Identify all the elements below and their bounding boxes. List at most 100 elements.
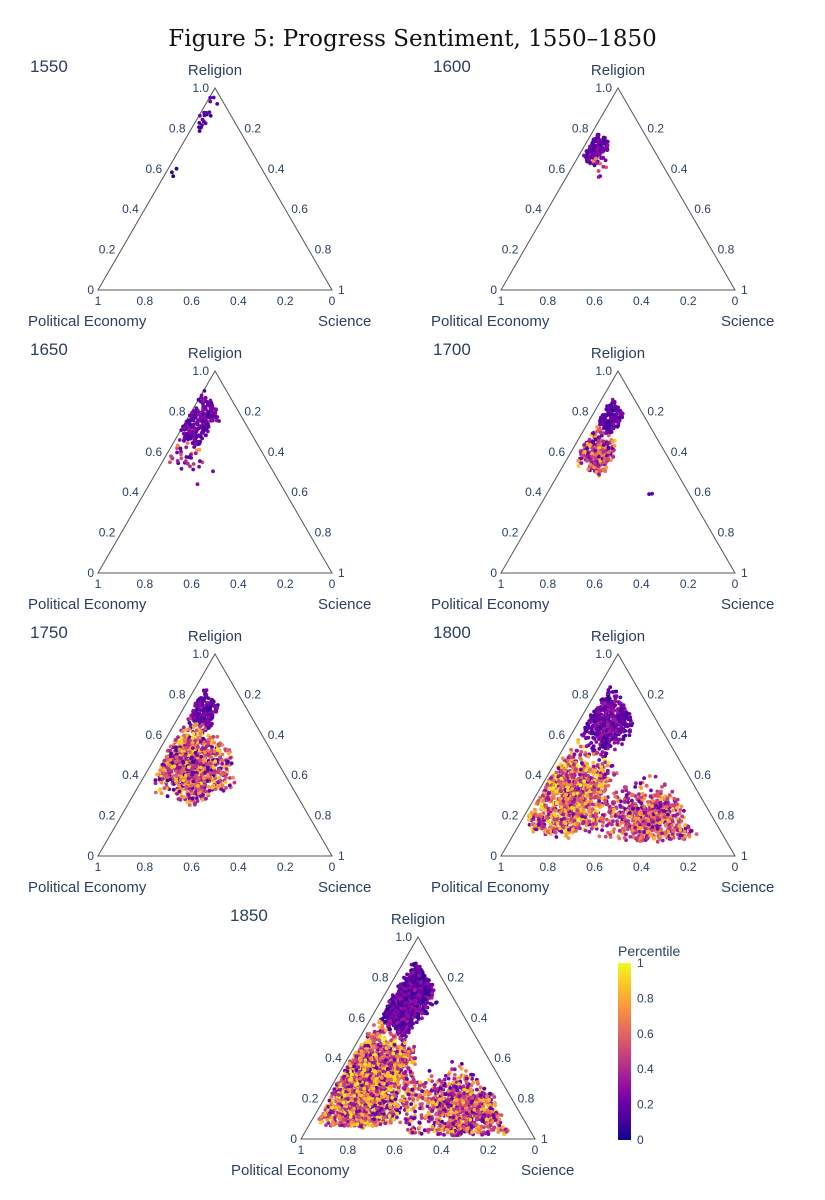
- data-point: [158, 787, 163, 791]
- data-point: [189, 723, 193, 727]
- data-point: [192, 414, 197, 419]
- data-point: [199, 765, 203, 770]
- data-point: [675, 797, 680, 802]
- tick-political-economy: 0: [732, 294, 739, 308]
- data-point: [551, 793, 556, 798]
- data-point: [586, 467, 591, 472]
- data-point: [605, 143, 610, 148]
- data-point: [583, 752, 587, 757]
- data-point: [418, 981, 423, 985]
- data-point: [580, 803, 585, 807]
- data-point: [576, 738, 581, 742]
- data-point: [191, 731, 196, 736]
- data-point: [212, 771, 217, 775]
- data-point: [606, 445, 611, 450]
- data-point: [671, 813, 676, 818]
- tick-religion: 1.0: [595, 364, 612, 378]
- tick-religion: 0.4: [122, 202, 139, 216]
- data-point: [596, 787, 601, 792]
- tick-science: 0.8: [315, 526, 332, 540]
- data-point: [561, 825, 566, 830]
- data-point: [424, 1004, 428, 1009]
- data-point: [185, 800, 190, 804]
- axis-title-science: Science: [318, 596, 371, 613]
- data-point: [153, 790, 158, 795]
- tick-religion: 0.4: [525, 768, 542, 782]
- data-point: [204, 789, 208, 794]
- data-point: [185, 461, 190, 466]
- data-point: [563, 763, 567, 768]
- ternary-frame: [97, 653, 333, 857]
- data-point: [628, 718, 633, 723]
- data-point: [205, 403, 210, 407]
- data-point: [165, 778, 170, 783]
- data-point: [189, 434, 194, 439]
- data-point: [197, 701, 202, 705]
- data-point: [208, 113, 213, 118]
- tick-science: 1: [541, 1132, 548, 1146]
- data-point: [206, 753, 211, 757]
- data-point: [213, 411, 218, 416]
- data-point: [606, 457, 610, 461]
- data-point: [175, 450, 180, 455]
- data-point: [196, 397, 201, 402]
- data-point: [204, 703, 209, 708]
- data-point: [170, 761, 175, 765]
- data-point: [177, 783, 181, 788]
- data-point: [611, 422, 616, 427]
- data-point: [404, 1034, 408, 1039]
- data-point: [618, 410, 623, 415]
- data-point: [636, 816, 641, 821]
- data-point: [628, 723, 632, 727]
- data-point: [612, 773, 617, 777]
- data-point: [607, 450, 611, 455]
- data-point: [572, 818, 577, 823]
- tick-religion: 0.8: [372, 970, 389, 984]
- data-point: [186, 792, 191, 797]
- data-point: [641, 822, 646, 827]
- data-point: [598, 790, 603, 794]
- axis-title-political-economy: Political Economy: [431, 596, 550, 613]
- data-point: [587, 437, 592, 442]
- data-point: [560, 765, 564, 770]
- data-point: [659, 827, 663, 831]
- data-point: [604, 165, 608, 170]
- data-point: [565, 831, 570, 836]
- data-point: [195, 799, 200, 803]
- data-point: [586, 777, 590, 782]
- data-point: [186, 740, 191, 745]
- data-point: [605, 724, 610, 729]
- tick-science: 1: [338, 566, 345, 580]
- data-point: [197, 464, 202, 469]
- tick-science: 0.6: [694, 485, 711, 499]
- data-point: [560, 756, 565, 761]
- tick-science: 0.6: [694, 768, 711, 782]
- data-point: [603, 834, 608, 839]
- data-point: [586, 735, 591, 740]
- data-point: [618, 737, 622, 742]
- data-point: [596, 710, 601, 715]
- data-point: [176, 770, 181, 775]
- data-point: [185, 784, 189, 789]
- data-point: [642, 776, 646, 780]
- tick-religion-0: 0: [490, 566, 497, 580]
- data-point: [621, 737, 626, 742]
- data-point: [179, 456, 184, 461]
- data-point: [670, 819, 675, 824]
- data-point: [627, 733, 632, 738]
- data-point: [182, 795, 186, 799]
- data-point: [596, 448, 601, 453]
- data-point: [617, 815, 622, 819]
- tick-religion: 1.0: [192, 364, 209, 378]
- data-point: [591, 159, 596, 164]
- data-point: [616, 711, 620, 716]
- data-point: [655, 794, 660, 798]
- data-point: [596, 435, 601, 440]
- axis-title-political-economy: Political Economy: [28, 313, 147, 330]
- data-point: [182, 733, 187, 738]
- data-point: [589, 795, 594, 800]
- axis-title-science: Science: [721, 596, 774, 613]
- data-point: [206, 784, 211, 789]
- data-point: [187, 803, 192, 807]
- data-point: [597, 472, 601, 477]
